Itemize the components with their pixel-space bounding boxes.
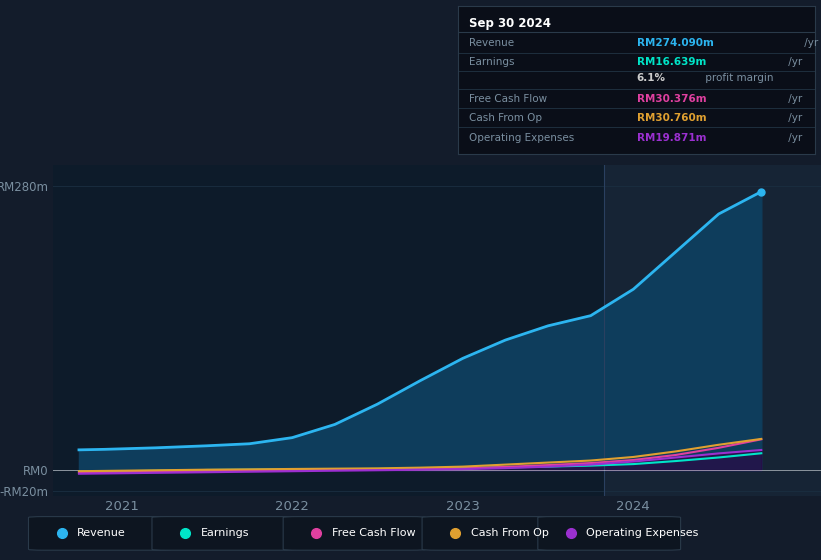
Text: /yr: /yr [785, 94, 802, 104]
Text: Earnings: Earnings [469, 57, 514, 67]
Text: Revenue: Revenue [77, 529, 126, 538]
Text: Cash From Op: Cash From Op [470, 529, 548, 538]
Text: /yr: /yr [785, 113, 802, 123]
Text: /yr: /yr [785, 133, 802, 143]
Bar [604, 165, 821, 496]
Text: 6.1%: 6.1% [637, 73, 666, 83]
Text: Free Cash Flow: Free Cash Flow [332, 529, 415, 538]
Text: /yr: /yr [785, 57, 802, 67]
Text: RM30.760m: RM30.760m [637, 113, 706, 123]
Text: RM30.376m: RM30.376m [637, 94, 706, 104]
Text: Operating Expenses: Operating Expenses [469, 133, 574, 143]
Text: /yr: /yr [801, 38, 819, 48]
Text: Earnings: Earnings [200, 529, 249, 538]
Text: Free Cash Flow: Free Cash Flow [469, 94, 547, 104]
Text: RM19.871m: RM19.871m [637, 133, 706, 143]
FancyBboxPatch shape [152, 516, 295, 550]
Text: Cash From Op: Cash From Op [469, 113, 542, 123]
Text: RM274.090m: RM274.090m [637, 38, 713, 48]
Text: Sep 30 2024: Sep 30 2024 [469, 17, 551, 30]
Text: RM16.639m: RM16.639m [637, 57, 706, 67]
Text: profit margin: profit margin [703, 73, 774, 83]
FancyBboxPatch shape [29, 516, 172, 550]
Text: Revenue: Revenue [469, 38, 514, 48]
FancyBboxPatch shape [422, 516, 565, 550]
FancyBboxPatch shape [283, 516, 426, 550]
FancyBboxPatch shape [538, 516, 681, 550]
Text: Operating Expenses: Operating Expenses [586, 529, 699, 538]
